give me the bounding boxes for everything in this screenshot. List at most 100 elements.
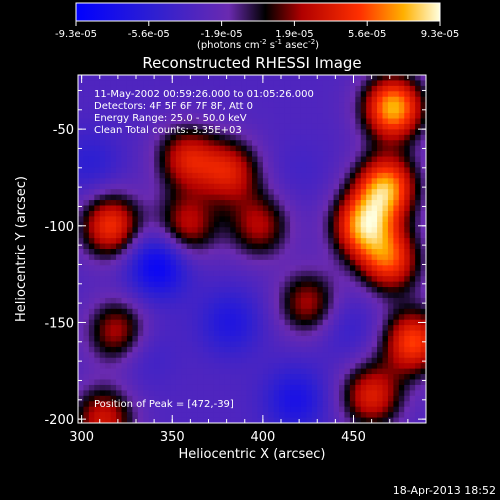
heatmap-cell [295, 227, 302, 234]
heatmap-cell [159, 156, 166, 163]
heatmap-cell [382, 363, 389, 370]
heatmap-cell [208, 319, 215, 326]
annotation-line: 11-May-2002 00:59:26.000 to 01:05:26.000 [94, 89, 314, 100]
heatmap-cell [300, 107, 307, 114]
heatmap-cell [241, 183, 248, 190]
heatmap-cell [235, 401, 242, 408]
heatmap-cell [126, 145, 133, 152]
heatmap-cell [83, 417, 90, 423]
heatmap-cell [420, 140, 426, 147]
colorbar-tick-label: -9.3e-05 [55, 29, 97, 40]
heatmap-cell [170, 417, 177, 423]
heatmap-cell [230, 341, 237, 348]
heatmap-cell [83, 384, 90, 391]
heatmap-cell [94, 270, 101, 277]
heatmap-cell [224, 336, 231, 343]
heatmap-cell [257, 374, 264, 381]
heatmap-cell [349, 259, 356, 266]
heatmap-cell [235, 156, 242, 163]
y-tick-label: -100 [44, 220, 74, 235]
heatmap-cell [88, 379, 95, 386]
heatmap-cell [333, 270, 340, 277]
heatmap-cell [143, 363, 150, 370]
heatmap-cell [349, 297, 356, 304]
heatmap-cell [230, 118, 237, 125]
heatmap-cell [377, 80, 384, 87]
heatmap-cell [213, 216, 220, 223]
heatmap-cell [197, 145, 204, 152]
heatmap-cell [393, 276, 400, 283]
heatmap-cell [83, 140, 90, 147]
heatmap-cell [175, 102, 182, 109]
heatmap-cell [295, 270, 302, 277]
heatmap-cell [208, 243, 215, 250]
heatmap-cell [306, 140, 313, 147]
heatmap-cell [143, 189, 150, 196]
heatmap-cell [121, 254, 128, 261]
heatmap-cell [300, 412, 307, 419]
heatmap-cell [99, 183, 106, 190]
heatmap-cell [371, 270, 378, 277]
heatmap-cell [94, 341, 101, 348]
heatmap-cell [279, 374, 286, 381]
heatmap-cell [317, 145, 324, 152]
heatmap-cell [371, 325, 378, 332]
heatmap-cell [290, 210, 297, 217]
heatmap-cell [273, 216, 280, 223]
heatmap-cell [382, 395, 389, 402]
heatmap-cell [197, 118, 204, 125]
heatmap-cell [252, 287, 259, 294]
heatmap-cell [224, 232, 231, 239]
heatmap-cell [377, 308, 384, 315]
heatmap-cell [328, 406, 335, 413]
heatmap-cell [235, 200, 242, 207]
heatmap-cell [377, 151, 384, 158]
heatmap-cell [311, 379, 318, 386]
heatmap-cell [83, 243, 90, 250]
heatmap-cell [99, 102, 106, 109]
heatmap-cell [246, 297, 253, 304]
heatmap-cell [235, 406, 242, 413]
heatmap-cell [344, 216, 351, 223]
heatmap-cell [387, 314, 394, 321]
heatmap-cell [99, 85, 106, 92]
heatmap-cell [148, 303, 155, 310]
heatmap-cell [181, 303, 188, 310]
heatmap-cell [78, 395, 85, 402]
heatmap-cell [224, 270, 231, 277]
heatmap-cell [83, 374, 90, 381]
heatmap-cell [186, 102, 193, 109]
heatmap-cell [322, 390, 329, 397]
heatmap-cell [230, 276, 237, 283]
heatmap-cell [349, 156, 356, 163]
heatmap-cell [317, 346, 324, 353]
heatmap-cell [333, 390, 340, 397]
heatmap-cell [317, 96, 324, 103]
heatmap-cell [110, 341, 117, 348]
heatmap-cell [110, 96, 117, 103]
heatmap-cell [230, 281, 237, 288]
heatmap-cell [192, 162, 199, 169]
heatmap-cell [213, 254, 220, 261]
heatmap-cell [186, 75, 193, 82]
heatmap-cell [404, 80, 411, 87]
heatmap-cell [317, 243, 324, 250]
heatmap-cell [311, 91, 318, 98]
heatmap-cell [295, 113, 302, 120]
heatmap-cell [339, 96, 346, 103]
heatmap-cell [197, 276, 204, 283]
heatmap-cell [170, 91, 177, 98]
heatmap-cell [186, 292, 193, 299]
heatmap-cell [387, 80, 394, 87]
heatmap-cell [235, 265, 242, 272]
heatmap-cell [170, 194, 177, 201]
heatmap-cell [137, 156, 144, 163]
heatmap-cell [148, 379, 155, 386]
heatmap-cell [311, 118, 318, 125]
heatmap-cell [105, 395, 112, 402]
heatmap-cell [94, 276, 101, 283]
heatmap-cell [420, 297, 426, 304]
heatmap-cell [339, 395, 346, 402]
heatmap-cell [262, 357, 269, 364]
heatmap-cell [203, 238, 210, 245]
